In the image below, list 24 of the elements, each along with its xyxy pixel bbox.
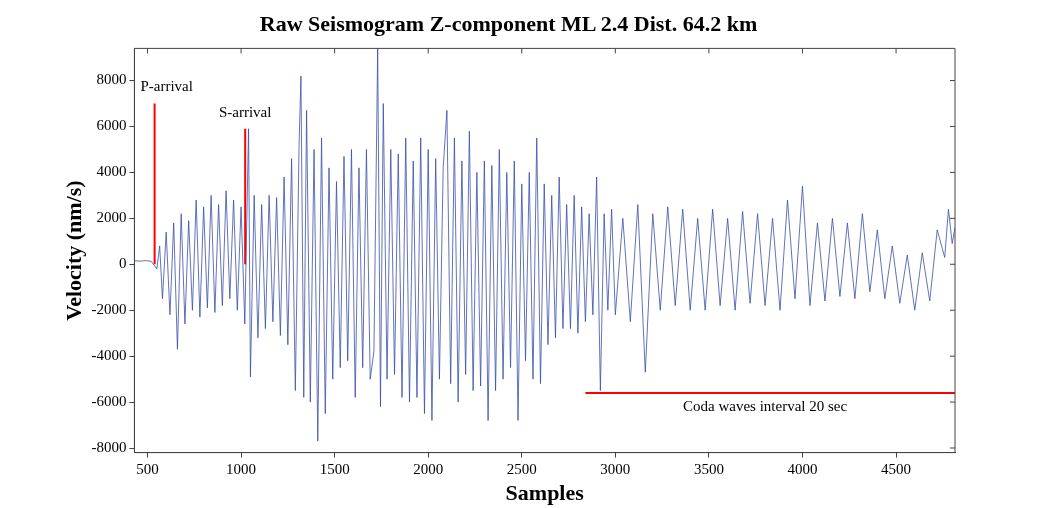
x-axis-title: Samples — [505, 480, 585, 506]
y-tick-label: 8000 — [96, 71, 127, 88]
x-tick-label: 2000 — [413, 460, 444, 477]
y-tick-label: -8000 — [91, 438, 127, 455]
annotation: Coda waves interval 20 sec — [682, 397, 848, 414]
x-tick-label: 2500 — [506, 460, 537, 477]
y-tick-label: 0 — [118, 255, 127, 272]
annotation: S-arrival — [218, 103, 272, 120]
y-tick-label: -4000 — [91, 347, 127, 364]
x-tick-label: 1000 — [226, 460, 257, 477]
chart-title: Raw Seismogram Z-component ML 2.4 Dist. 64.2 km — [259, 10, 758, 36]
y-axis-title: Velocity (nm/s) — [60, 180, 86, 321]
x-tick-label: 500 — [136, 460, 159, 477]
y-tick-label: 4000 — [96, 163, 127, 180]
y-tick-label: 6000 — [96, 117, 127, 134]
y-tick-label: -6000 — [91, 393, 127, 410]
y-tick-label: -2000 — [91, 301, 127, 318]
x-tick-label: 3000 — [600, 460, 631, 477]
annotation: P-arrival — [140, 78, 193, 95]
x-tick-label: 3500 — [693, 460, 724, 477]
x-tick-label: 1500 — [319, 460, 350, 477]
x-tick-label: 4000 — [787, 460, 818, 477]
y-tick-label: 2000 — [96, 209, 127, 226]
x-tick-label: 4500 — [881, 460, 912, 477]
